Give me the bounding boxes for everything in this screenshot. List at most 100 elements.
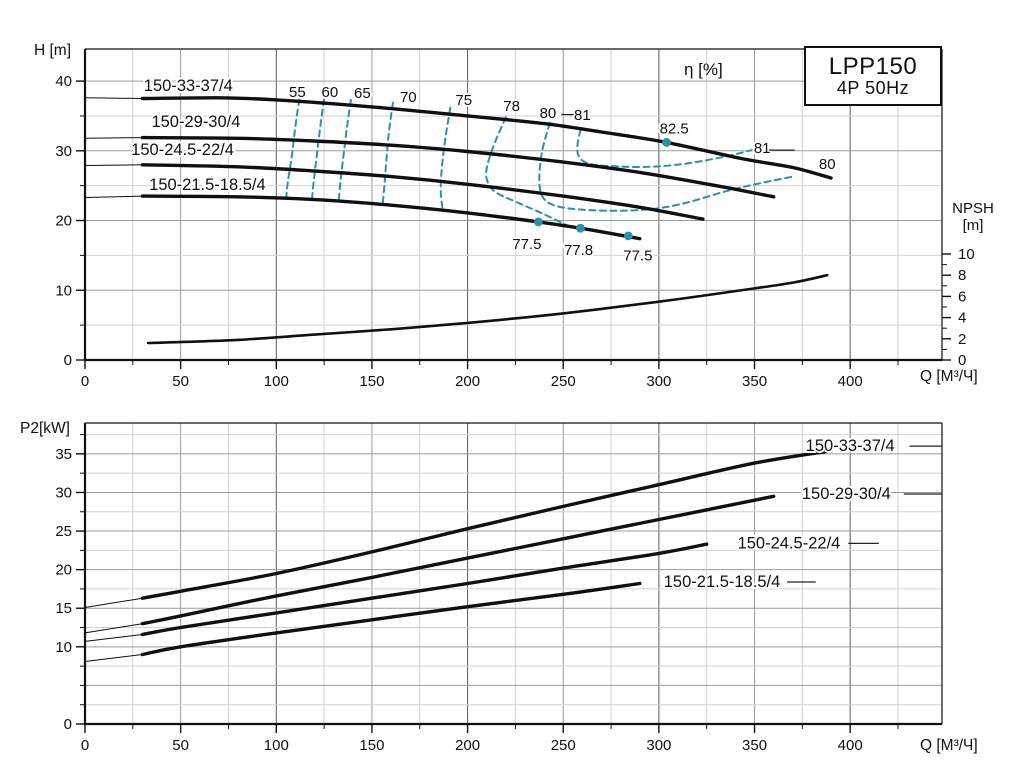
bep-label: 77.8 <box>564 242 593 259</box>
x-tick-label: 300 <box>646 373 671 390</box>
curve-150-24.5-22/4 <box>140 163 705 221</box>
npsh-tick-label: 4 <box>958 310 966 327</box>
npsh-tick-label: 10 <box>958 246 975 263</box>
efficiency-contour-65 <box>337 98 352 205</box>
efficiency-contour-label: 80 <box>819 156 836 173</box>
efficiency-contour-55 <box>284 98 301 203</box>
power-curve-thin-extension <box>84 597 143 608</box>
flow-axis-title-top: Q [M³/Ч] <box>920 368 978 385</box>
x-tick-label: 200 <box>455 373 480 390</box>
y-tick-label: 10 <box>55 282 72 299</box>
x-tick-label: 250 <box>551 737 576 754</box>
curve-NPSH <box>146 273 829 345</box>
y-tick-label: 20 <box>55 213 72 230</box>
power-curve-thin-extension <box>84 654 143 662</box>
npsh-title-line2: [m] <box>962 217 984 235</box>
power-curve-150-33-37/4 <box>140 449 833 600</box>
x-tick-label: 400 <box>838 373 863 390</box>
y-tick-label: 30 <box>55 143 72 160</box>
model-name: LPP150 <box>828 52 918 80</box>
efficiency-contour-81 <box>576 128 756 168</box>
curve-thin-extension <box>84 164 143 166</box>
x-tick-label: 0 <box>81 737 89 754</box>
efficiency-contour-label: 80 <box>540 105 557 122</box>
curve-label-150-24.5-22/4: 150-24.5-22/4 <box>131 141 234 159</box>
curve-label-150-21.5-18.5/4: 150-21.5-18.5/4 <box>149 176 266 194</box>
y-tick-label: 20 <box>55 562 72 579</box>
x-tick-label: 400 <box>838 737 863 754</box>
efficiency-contour-75 <box>439 106 452 212</box>
curve-label-150-29-30/4: 150-29-30/4 <box>151 113 240 131</box>
efficiency-contour-label: 78 <box>503 98 520 115</box>
model-title-box: LPP150 4P 50Hz <box>804 46 942 106</box>
power-curve-label-150-21.5-18.5/4: 150-21.5-18.5/4 <box>664 573 781 591</box>
y-tick-label: 10 <box>55 639 72 656</box>
efficiency-contour-label: 65 <box>354 85 371 102</box>
bep-point <box>533 217 543 227</box>
npsh-tick-label: 6 <box>958 288 966 305</box>
curve-150-33-37/4 <box>140 96 833 180</box>
bep-point <box>576 223 585 233</box>
x-tick-label: 0 <box>81 373 89 390</box>
h-axis-title: H [m] <box>34 42 72 59</box>
power-curve-label-150-24.5-22/4: 150-24.5-22/4 <box>738 534 841 552</box>
power-curve-thin-extension <box>84 634 143 642</box>
curve-thin-extension <box>84 97 143 99</box>
x-tick-label: 350 <box>742 737 767 754</box>
efficiency-contour-70 <box>381 101 394 208</box>
npsh-tick-label: 2 <box>958 331 966 348</box>
y-tick-label: 25 <box>55 523 72 540</box>
x-tick-label: 350 <box>742 373 767 390</box>
x-tick-label: 250 <box>551 373 576 390</box>
x-tick-label: 200 <box>455 737 480 754</box>
efficiency-contour-label: 75 <box>455 92 472 109</box>
p2-axis-title: P2[kW] <box>20 420 70 437</box>
efficiency-contour-label: 81 <box>754 140 771 157</box>
curve-label-150-33-37/4: 150-33-37/4 <box>144 77 233 95</box>
y-tick-label: 0 <box>64 352 72 369</box>
model-speed-frequency: 4P 50Hz <box>836 78 910 99</box>
power-curve-150-21.5-18.5/4 <box>140 581 642 657</box>
x-tick-label: 50 <box>172 373 189 390</box>
x-tick-label: 300 <box>646 737 671 754</box>
power-curve-thin-extension <box>84 623 143 634</box>
bep-label: 77.5 <box>623 247 652 264</box>
npsh-tick-label: 8 <box>958 267 966 284</box>
x-tick-label: 50 <box>172 737 189 754</box>
curve-thin-extension <box>84 195 143 198</box>
efficiency-axis-label: η [%] <box>684 60 723 79</box>
efficiency-contour-label: 60 <box>322 84 339 101</box>
curve-150-29-30/4 <box>140 135 776 199</box>
curve-thin-extension <box>84 137 143 139</box>
y-tick-label: 40 <box>55 73 72 90</box>
x-tick-label: 100 <box>264 373 289 390</box>
flow-axis-title-bottom: Q [M³/Ч] <box>920 737 978 754</box>
bep-label: 77.5 <box>512 236 541 253</box>
npsh-title-line1: NPSH <box>952 200 994 217</box>
efficiency-contour-78 <box>485 116 569 227</box>
npsh-tick-label: 0 <box>958 352 966 369</box>
efficiency-contour-60 <box>310 98 326 204</box>
x-tick-label: 100 <box>264 737 289 754</box>
power-curve-label-150-33-37/4: 150-33-37/4 <box>806 437 895 455</box>
y-tick-label: 30 <box>55 484 72 501</box>
bep-point <box>662 138 671 147</box>
power-curve-150-29-30/4 <box>140 494 776 626</box>
curve-150-21.5-18.5/4 <box>140 194 642 241</box>
y-tick-label: 15 <box>55 600 72 617</box>
y-tick-label: 0 <box>64 716 72 733</box>
efficiency-contour-label: 55 <box>289 84 306 101</box>
y-tick-label: 35 <box>55 446 72 463</box>
efficiency-contour-label: 81 <box>574 107 591 124</box>
bep-label: 82.5 <box>660 120 689 137</box>
x-tick-label: 150 <box>359 373 384 390</box>
power-curve-150-24.5-22/4 <box>140 542 709 637</box>
efficiency-contour-80 <box>538 121 794 212</box>
bep-point <box>623 231 633 241</box>
npsh-axis-title: NPSH [m] <box>942 200 1004 235</box>
x-tick-label: 150 <box>359 737 384 754</box>
power-curve-label-150-29-30/4: 150-29-30/4 <box>802 485 891 503</box>
efficiency-contour-label: 70 <box>400 89 417 106</box>
